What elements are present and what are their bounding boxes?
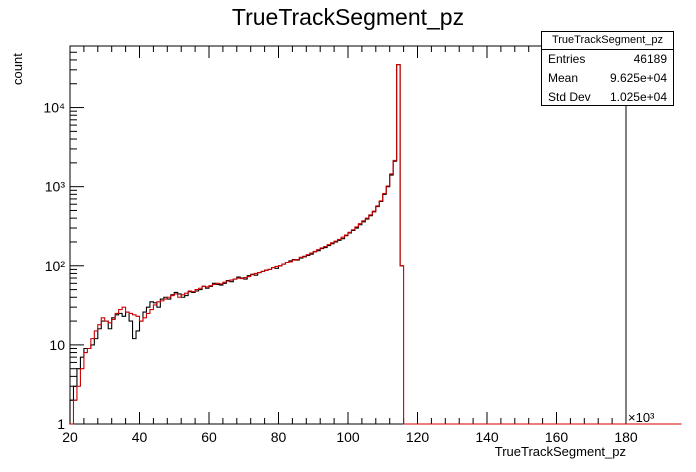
stats-entries-label: Entries <box>548 52 586 66</box>
stats-mean-label: Mean <box>548 71 579 85</box>
y-tick-label: 10 <box>49 337 65 353</box>
stats-entries-row: Entries 46189 <box>542 50 673 69</box>
x-tick-label: 80 <box>271 429 287 445</box>
y-tick-label: 10² <box>45 258 66 274</box>
stats-stddev-row: Std Dev 1.025e+04 <box>542 88 673 107</box>
x-tick-label: 120 <box>406 429 430 445</box>
x-tick-label: 140 <box>475 429 499 445</box>
stats-mean-row: Mean 9.625e+04 <box>542 69 673 88</box>
stats-title: TrueTrackSegment_pz <box>542 32 673 50</box>
stats-stddev-label: Std Dev <box>548 90 591 104</box>
x-tick-label: 60 <box>201 429 217 445</box>
stats-entries-value: 46189 <box>633 52 667 66</box>
x-tick-label: 20 <box>62 429 78 445</box>
x-tick-label: 40 <box>132 429 148 445</box>
histogram-line-black <box>69 63 404 424</box>
y-tick-label: 10⁴ <box>43 100 65 116</box>
x-axis-label: TrueTrackSegment_pz <box>494 444 626 459</box>
y-tick-label: 10³ <box>45 179 66 195</box>
x-multiplier: ×10³ <box>628 410 655 425</box>
x-tick-label: 160 <box>545 429 569 445</box>
stats-box: TrueTrackSegment_pz Entries 46189 Mean 9… <box>541 31 674 106</box>
y-axis-label: count <box>10 53 25 85</box>
stats-stddev-value: 1.025e+04 <box>609 90 667 104</box>
x-tick-label: 180 <box>614 429 638 445</box>
x-tick-label: 100 <box>336 429 360 445</box>
axes: 20 40 60 80 100 120 140 160 180 ×10³ 1 10 10² 10³ 10⁴ <box>43 45 655 445</box>
histogram-series <box>69 63 682 425</box>
y-tick-label: 1 <box>57 416 65 432</box>
stats-mean-value: 9.625e+04 <box>609 71 667 85</box>
chart-title: TrueTrackSegment_pz <box>231 4 465 30</box>
histogram-line-red <box>70 63 682 425</box>
